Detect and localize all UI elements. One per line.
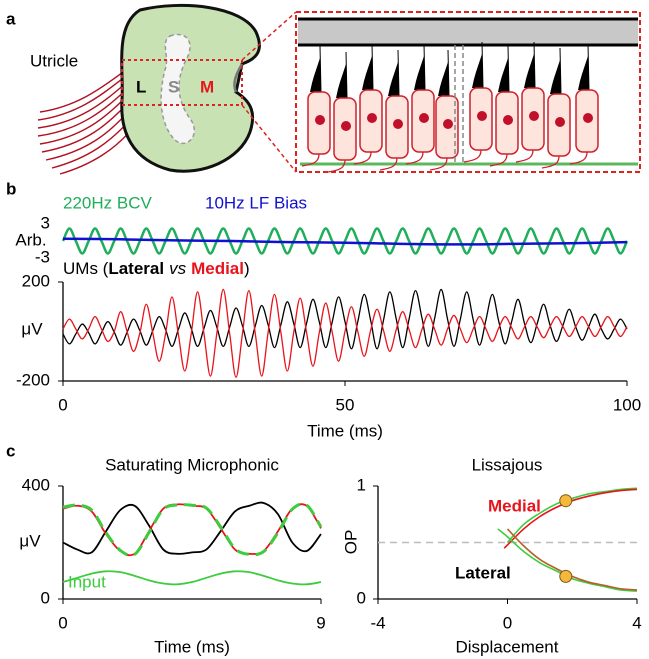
region-label: M (200, 77, 214, 96)
chart-title: Lissajous (472, 455, 543, 474)
series-line (62, 288, 628, 378)
nerve-fiber (37, 89, 127, 137)
region-label: L (136, 77, 146, 96)
y-axis-label: μV (21, 319, 43, 338)
marker (559, 569, 573, 583)
series-line (62, 570, 322, 586)
panel-label: c (6, 441, 15, 460)
notch (233, 63, 244, 93)
series-line (62, 503, 322, 557)
x-tick-label: 9 (316, 613, 325, 632)
nerve-fiber (39, 69, 127, 113)
y-tick-label: -200 (16, 370, 50, 389)
chart-title: UMs (Lateral vs Medial) (63, 259, 250, 278)
y-tick-label: -3 (35, 247, 50, 266)
y-tick-label: 400 (22, 475, 50, 494)
y-tick-label: 0 (41, 588, 50, 607)
title-text: UMs ( (63, 259, 109, 278)
nerve-fiber (37, 75, 127, 121)
zoom-line (241, 11, 297, 61)
x-tick-label: 0 (58, 395, 67, 414)
x-tick-label: 4 (632, 613, 641, 632)
series-line (62, 501, 322, 555)
chart-title: Saturating Microphonic (105, 455, 279, 474)
legend-entry: Medial (191, 259, 244, 278)
legend-entry: 10Hz LF Bias (205, 193, 307, 212)
series-line (61, 227, 629, 255)
x-tick-label: -4 (370, 613, 385, 632)
x-axis-label: Time (ms) (307, 421, 383, 440)
legend-entry: Lateral (108, 259, 164, 278)
zoom-line (241, 104, 297, 173)
utricle-diagram: a Utricle L S M (6, 3, 641, 175)
y-axis-label: μV (19, 531, 41, 550)
legend-entry: 220Hz BCV (63, 193, 152, 212)
series-line (506, 487, 638, 544)
y-tick-label: 200 (22, 271, 50, 290)
nerve-fiber (39, 96, 127, 145)
x-tick-label: 0 (503, 613, 512, 632)
x-tick-label: 100 (613, 395, 641, 414)
x-tick-label: 50 (336, 395, 355, 414)
y-axis-label: Arb. (15, 230, 46, 249)
marker (559, 494, 573, 508)
y-tick-label: 3 (41, 213, 50, 232)
region-box (121, 59, 243, 106)
series-line (62, 237, 628, 246)
organ-label: Utricle (30, 51, 78, 70)
nerve-fiber (59, 127, 134, 175)
panel-label: b (6, 179, 16, 198)
nerve-fiber (41, 103, 128, 153)
series-line (62, 288, 628, 350)
y-tick-label: 1 (357, 475, 366, 494)
series-line (506, 528, 638, 591)
y-axis-label: OP (341, 530, 360, 555)
x-axis-label: Displacement (456, 637, 559, 656)
x-axis-label: Time (ms) (154, 637, 230, 656)
title-text: vs (169, 259, 187, 278)
title-text: ) (244, 259, 250, 278)
striola (160, 33, 196, 145)
nerve-fiber (37, 82, 127, 129)
series-line (62, 502, 323, 558)
otolithic-membrane (298, 20, 638, 45)
panel-label: a (6, 9, 16, 28)
series-label: Input (68, 572, 106, 591)
x-tick-label: 0 (58, 613, 67, 632)
annotation: Medial (488, 496, 541, 515)
region-label: S (168, 77, 179, 96)
annotation: Lateral (455, 563, 511, 582)
y-tick-label: 0 (357, 588, 366, 607)
